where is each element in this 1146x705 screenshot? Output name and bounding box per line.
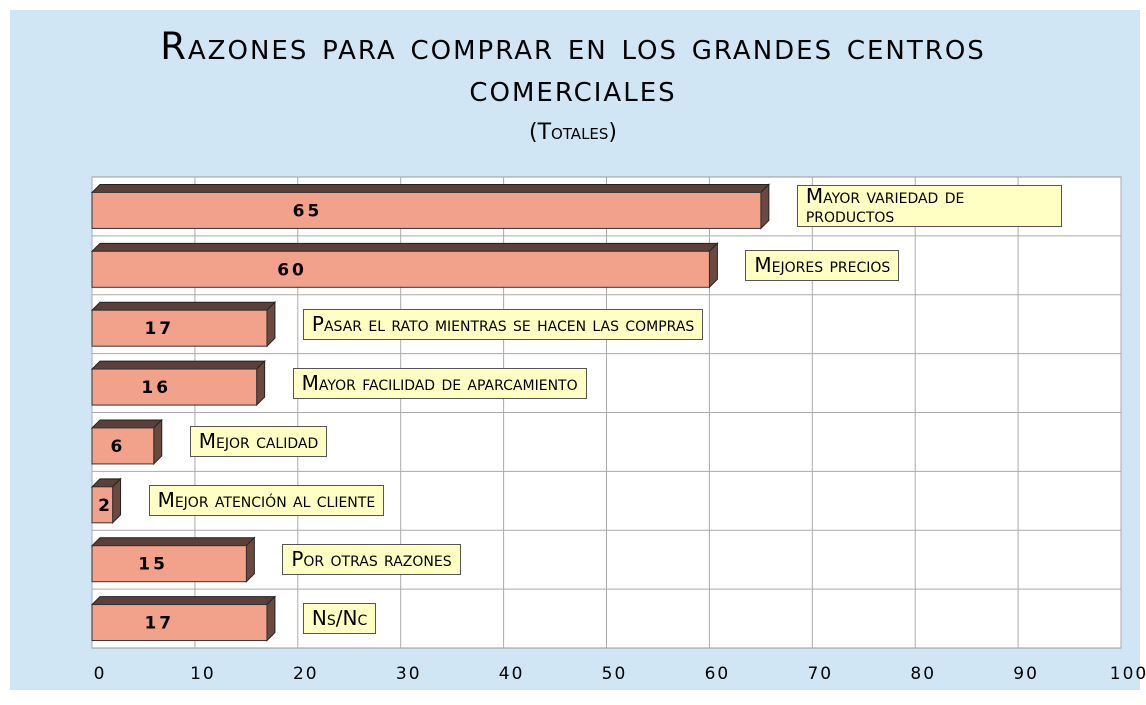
bar-top bbox=[90, 183, 771, 193]
value-label: 15 bbox=[138, 555, 168, 575]
bar bbox=[91, 545, 247, 583]
value-label: 2 bbox=[98, 496, 113, 516]
bar-side bbox=[708, 242, 718, 289]
x-tick-label: 100 bbox=[1110, 664, 1146, 684]
category-label: Mayor facilidad de aparcamiento bbox=[292, 367, 587, 399]
bar bbox=[91, 486, 114, 524]
chart-subtitle: (Totales) bbox=[528, 120, 618, 145]
bar-side bbox=[153, 418, 163, 466]
bar-side bbox=[245, 536, 255, 583]
category-label: Mayor variedad de productos bbox=[796, 185, 1062, 228]
x-tick-label: 80 bbox=[910, 664, 936, 684]
category-label: Pasar el rato mientras se hacen las comp… bbox=[302, 308, 704, 340]
value-label: 17 bbox=[144, 614, 174, 634]
category-label: Por otras razones bbox=[282, 544, 461, 576]
bar-side bbox=[112, 477, 122, 525]
category-label: Mejor calidad bbox=[189, 426, 328, 458]
value-label: 17 bbox=[144, 319, 174, 339]
bar-side bbox=[760, 183, 770, 230]
value-label: 65 bbox=[293, 201, 323, 221]
x-tick-label: 60 bbox=[705, 664, 731, 684]
x-tick-label: 40 bbox=[499, 664, 525, 684]
category-label: Ns/Nc bbox=[302, 603, 377, 635]
x-tick-label: 70 bbox=[807, 664, 833, 684]
value-label: 16 bbox=[141, 378, 171, 398]
bar-top bbox=[90, 301, 277, 311]
value-label: 60 bbox=[277, 260, 307, 280]
x-tick-label: 30 bbox=[396, 664, 422, 684]
bar-side bbox=[266, 300, 276, 348]
x-tick-label: 50 bbox=[602, 664, 628, 684]
x-tick-label: 10 bbox=[190, 664, 216, 684]
bar-top bbox=[90, 419, 163, 429]
bar-side bbox=[266, 595, 276, 642]
bar-side bbox=[256, 359, 266, 407]
bar bbox=[91, 250, 710, 288]
bar bbox=[91, 604, 268, 642]
x-tick-label: 20 bbox=[293, 664, 319, 684]
bar-top bbox=[90, 537, 256, 547]
x-tick-label: 90 bbox=[1013, 664, 1039, 684]
category-label: Mejor atención al cliente bbox=[148, 485, 385, 517]
bar bbox=[91, 309, 268, 347]
x-tick-label: 0 bbox=[94, 664, 107, 684]
bar-top bbox=[90, 242, 719, 252]
bar bbox=[91, 191, 762, 229]
value-label: 6 bbox=[111, 437, 126, 457]
bar-top bbox=[90, 360, 266, 370]
category-label: Mejores precios bbox=[745, 249, 900, 281]
bar bbox=[91, 368, 258, 406]
chart-title: Razones para comprar en los grandes cent… bbox=[160, 25, 986, 110]
bar-top bbox=[90, 596, 277, 606]
bar bbox=[91, 427, 155, 465]
